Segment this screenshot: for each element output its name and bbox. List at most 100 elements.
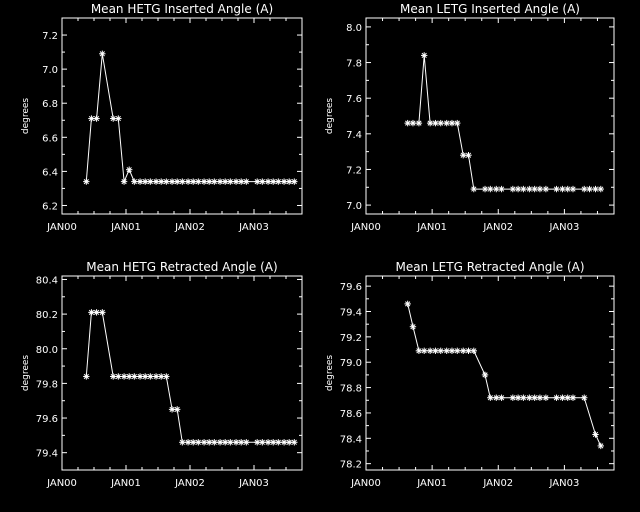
data-point-stroke [543,186,549,192]
data-point [99,309,106,316]
data-point-stroke [190,179,196,185]
data-point-stroke [454,348,460,354]
data-point-stroke [270,179,276,185]
data-point-stroke [110,373,116,380]
data-point-stroke [465,348,472,354]
x-tick-label: JAN01 [110,222,141,233]
data-point [275,178,282,185]
y-axis-label: degrees [325,98,335,135]
data-point-stroke [142,179,148,185]
data-point [211,439,218,446]
data-point-stroke [471,186,477,192]
data-point [426,119,434,127]
data-point [569,185,577,193]
data-point-stroke [185,439,191,445]
data-point [559,185,566,193]
data-point [569,394,577,401]
data-point-stroke [163,373,169,380]
data-point [131,373,138,380]
x-tick-label: JAN03 [238,478,269,489]
plot-frame [365,275,615,471]
data-point-stroke [281,179,287,185]
data-point [415,119,423,127]
data-point-stroke [195,179,201,185]
x-tick-label: JAN01 [416,478,447,489]
data-point [498,394,505,401]
data-point-stroke [99,309,105,315]
data-point [520,185,527,193]
y-tick-label: 7.2 [42,31,58,42]
data-point-stroke [211,439,217,445]
data-point [126,166,133,173]
data-point-stroke [93,309,100,315]
data-point-stroke [121,373,127,380]
data-point-stroke [291,179,297,185]
y-tick-label: 7.8 [346,59,362,70]
data-point-stroke [233,439,239,445]
data-point-stroke [432,348,439,354]
data-point-stroke [153,179,159,185]
y-tick-label: 7.0 [42,65,58,76]
data-point-stroke [93,115,100,122]
chart-title: Mean LETG Retracted Angle (A) [395,260,584,274]
data-point [470,347,477,355]
data-point-stroke [421,348,427,354]
data-point [586,185,593,193]
data-point-stroke [438,120,444,126]
data-point-stroke [233,179,239,185]
data-point [597,442,604,450]
data-point-stroke [83,373,89,380]
data-point-stroke [598,443,604,449]
data-point-stroke [416,348,422,354]
y-tick-label: 78.8 [340,384,362,395]
data-point [443,119,450,127]
data-point-stroke [99,51,105,57]
data-point [200,439,208,446]
data-point-stroke [559,395,566,401]
data-point-stroke [211,179,217,185]
data-point-stroke [416,120,422,126]
data-point-stroke [405,120,411,126]
data-point [227,178,234,185]
data-point-stroke [83,179,89,185]
data-point-stroke [169,406,175,412]
y-tick-label: 78.6 [340,409,362,420]
data-point-stroke [185,179,191,185]
data-point-stroke [126,167,132,173]
data-point-stroke [543,395,549,401]
data-point-stroke [465,152,472,158]
data-point-stroke [537,395,543,401]
data-point-stroke [570,186,576,192]
data-point-stroke [254,179,260,185]
data-point-stroke [482,186,488,192]
data-point-stroke [598,186,604,192]
data-point-stroke [201,179,207,185]
data-point [542,185,550,193]
data-point [190,439,197,446]
data-point-stroke [493,186,499,192]
data-point-stroke [238,179,244,185]
data-point-stroke [254,439,260,445]
data-point [195,439,202,446]
y-tick-label: 78.2 [340,460,362,471]
data-point-stroke [206,439,212,445]
y-tick-label: 79.6 [340,282,362,293]
plot-panel-1: Mean HETG Inserted Angle (A) degrees 6.2 6.… [21,2,303,233]
data-point-stroke [137,179,143,185]
data-point [147,178,154,185]
data-point [291,178,298,185]
x-tick-label: JAN03 [548,222,579,233]
data-point-stroke [206,179,212,185]
data-point-stroke [510,395,516,401]
x-tick-label: JAN02 [482,222,513,233]
data-point-stroke [510,186,516,192]
data-point [243,439,250,446]
data-point-stroke [410,120,416,126]
x-tick-label: JAN00 [350,222,381,233]
data-point-stroke [449,348,455,354]
data-point [487,185,494,193]
data-point [174,406,181,413]
data-point [83,373,90,380]
y-tick-label: 78.4 [340,434,362,445]
